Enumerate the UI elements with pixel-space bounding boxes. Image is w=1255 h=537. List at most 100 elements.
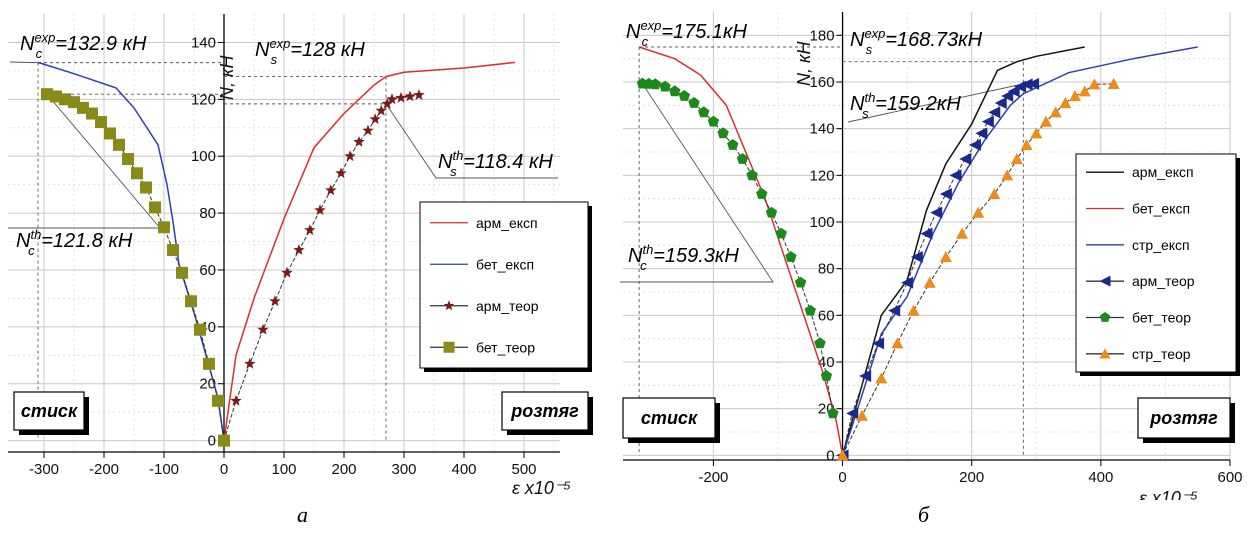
annotation-base: N (850, 93, 865, 115)
legend: арм_експ бет_експ стр_експ арм_теор бет_теор… (1075, 153, 1240, 376)
data-point (669, 85, 681, 97)
legend-label: стр_теор (1132, 346, 1191, 362)
y-tick-label: 60 (199, 262, 216, 279)
legend-label: бет_експ (1132, 201, 1190, 217)
x-tick-label: -300 (29, 461, 59, 478)
data-point (158, 221, 170, 234)
data-point (910, 251, 923, 263)
annotation-sup: exp (34, 30, 55, 45)
data-point (344, 150, 356, 162)
y-tick-label: 0 (826, 447, 834, 464)
region-text: стиск (641, 408, 698, 428)
chart-b: -200 0 200 400 600020406080100120140160180N,… (620, 12, 1243, 500)
data-point (1020, 139, 1033, 151)
data-point (659, 80, 671, 92)
series-line (223, 61, 516, 441)
region-box (501, 391, 589, 431)
data-point (185, 295, 197, 308)
x-tick-label: 400 (1088, 469, 1113, 486)
legend-item: бет_експ (1086, 201, 1190, 217)
legend-item: стр_теор (1086, 346, 1191, 362)
data-point (727, 139, 739, 150)
data-point (212, 394, 224, 407)
data-point (1001, 169, 1014, 181)
data-point (994, 97, 1007, 109)
data-point (736, 153, 749, 164)
annotation-base: N (255, 39, 270, 61)
annotation-guide (9, 61, 39, 64)
y-tick-label: 120 (810, 167, 835, 184)
data-point (131, 167, 143, 180)
y-axis-label: N, кН (217, 55, 237, 101)
annotation-value: =168.73кН (885, 29, 982, 51)
x-tick-label: -200 (89, 461, 119, 478)
x-tick-label: 600 (1217, 469, 1242, 486)
legend-item: арм_теор (1086, 273, 1195, 289)
y-tick-label: 100 (810, 214, 835, 231)
caption-b: б (918, 502, 930, 527)
legend-item: бет_теор (430, 339, 535, 355)
annotation-value: =159.2кН (875, 93, 961, 115)
legend-label: бет_теор (1132, 310, 1191, 326)
region-box (1137, 397, 1231, 439)
data-point (113, 138, 125, 151)
y-tick-label: 140 (191, 34, 216, 51)
annotation: Nth s =118.4 кН (438, 148, 553, 179)
data-point (972, 206, 985, 218)
region-label-right: розтяг (501, 391, 593, 435)
annotation-sup: exp (269, 36, 290, 51)
annotation-base: N (20, 33, 35, 55)
annotation-sub: c (640, 258, 647, 273)
data-point (939, 251, 952, 263)
data-point (875, 372, 888, 384)
data-point (122, 153, 134, 166)
series-line (841, 46, 1198, 456)
annotation-sub: s (866, 42, 873, 57)
data-point (325, 184, 337, 196)
data-point (1027, 77, 1040, 90)
x-tick-label: -100 (149, 461, 179, 478)
data-point (888, 304, 901, 317)
data-point (939, 188, 952, 200)
series-line (841, 46, 1085, 456)
data-point (836, 449, 849, 461)
annotation-value: =132.9 кН (55, 33, 147, 55)
data-point (104, 127, 116, 140)
legend-swatch-marker (1099, 348, 1111, 359)
annotation: Nexp s =128 кН (255, 36, 365, 67)
data-point (968, 139, 981, 151)
data-point (688, 97, 700, 108)
legend: арм_експ бет_експ арм_теор бет_теор (419, 201, 592, 372)
annotation-sub: c (36, 46, 43, 61)
x-tick-label: -200 (698, 469, 728, 486)
legend-swatch-marker (443, 341, 455, 353)
data-point (678, 90, 691, 101)
series-line (46, 93, 225, 441)
data-point (1030, 127, 1043, 139)
data-point (859, 370, 872, 382)
data-point (930, 206, 943, 219)
data-point (386, 93, 398, 105)
legend-item: бет_експ (430, 256, 534, 272)
annotation-sup: th (30, 227, 41, 242)
x-tick-label: 0 (838, 469, 846, 486)
annotation-guide (8, 93, 161, 229)
y-tick-label: 40 (818, 354, 835, 371)
x-tick-label: 200 (959, 469, 984, 486)
legend-swatch-marker (1099, 312, 1111, 322)
data-point (846, 407, 859, 420)
data-point (1001, 90, 1014, 102)
data-point (901, 276, 914, 289)
legend-item: бет_теор (1086, 310, 1191, 326)
data-point (230, 394, 242, 406)
data-point (765, 206, 778, 218)
y-tick-label: 20 (199, 376, 216, 393)
annotation-value: =175.1кН (661, 21, 747, 43)
y-tick-label: 100 (191, 148, 216, 165)
data-point (269, 295, 281, 307)
annotation-sub: c (28, 243, 35, 258)
data-point (381, 97, 393, 109)
data-point (1069, 90, 1082, 102)
data-point (1049, 106, 1062, 118)
data-point (988, 188, 1001, 200)
